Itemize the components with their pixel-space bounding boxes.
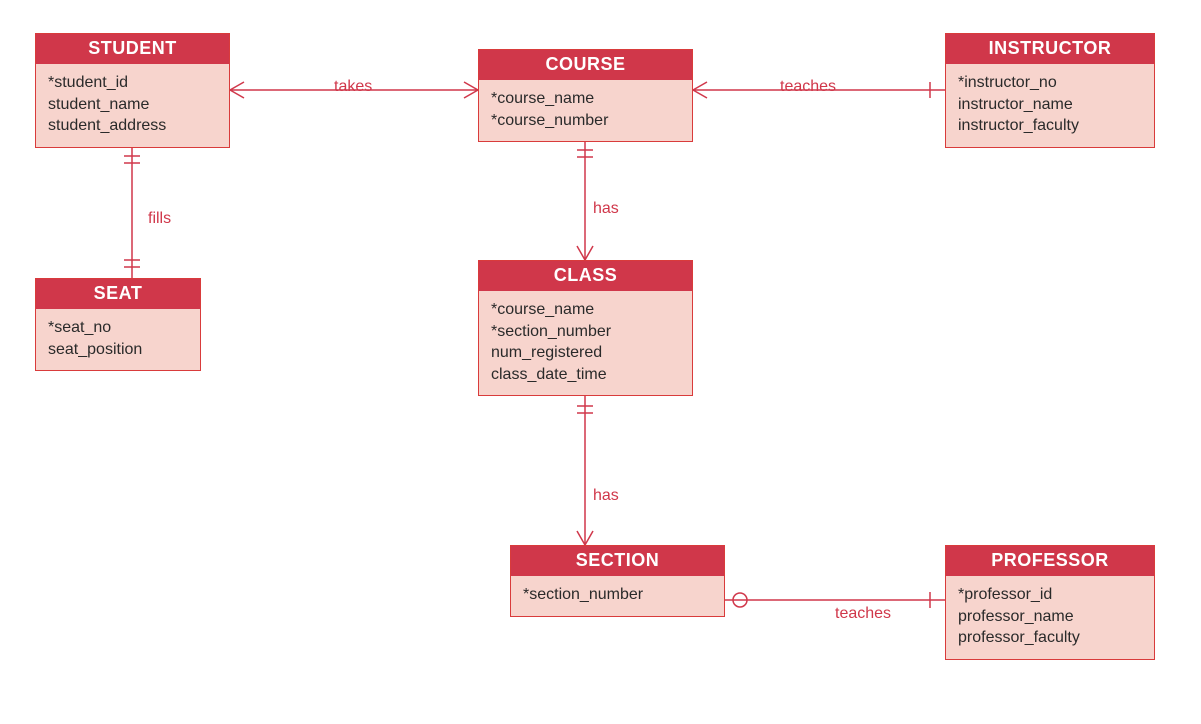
rel-label-takes: takes [334, 78, 372, 96]
attr: instructor_name [958, 94, 1144, 116]
entity-section-attrs: *section_number [511, 576, 724, 616]
attr: *professor_id [958, 584, 1144, 606]
rel-label-has-class-section: has [593, 487, 619, 505]
attr: professor_name [958, 606, 1144, 628]
rel-label-fills: fills [148, 210, 171, 228]
rel-label-teaches-section: teaches [835, 605, 891, 623]
attr: seat_position [48, 339, 190, 361]
entity-class-title: CLASS [479, 261, 692, 291]
entity-instructor-attrs: *instructor_no instructor_name instructo… [946, 64, 1154, 147]
entity-class-attrs: *course_name *section_number num_registe… [479, 291, 692, 395]
entity-student: STUDENT *student_id student_name student… [35, 33, 230, 148]
rel-label-teaches-course: teaches [780, 78, 836, 96]
entity-professor-title: PROFESSOR [946, 546, 1154, 576]
entity-instructor: INSTRUCTOR *instructor_no instructor_nam… [945, 33, 1155, 148]
attr: *course_name [491, 299, 682, 321]
attr: instructor_faculty [958, 115, 1144, 137]
attr: *course_name [491, 88, 682, 110]
attr: *seat_no [48, 317, 190, 339]
attr: *instructor_no [958, 72, 1144, 94]
entity-professor-attrs: *professor_id professor_name professor_f… [946, 576, 1154, 659]
attr: student_address [48, 115, 219, 137]
entity-student-attrs: *student_id student_name student_address [36, 64, 229, 147]
attr: num_registered [491, 342, 682, 364]
entity-section: SECTION *section_number [510, 545, 725, 617]
entity-instructor-title: INSTRUCTOR [946, 34, 1154, 64]
entity-course-attrs: *course_name *course_number [479, 80, 692, 141]
entity-course-title: COURSE [479, 50, 692, 80]
attr: *course_number [491, 110, 682, 132]
attr: *section_number [523, 584, 714, 606]
attr: student_name [48, 94, 219, 116]
attr: *student_id [48, 72, 219, 94]
attr: professor_faculty [958, 627, 1144, 649]
entity-professor: PROFESSOR *professor_id professor_name p… [945, 545, 1155, 660]
attr: *section_number [491, 321, 682, 343]
attr: class_date_time [491, 364, 682, 386]
entity-seat: SEAT *seat_no seat_position [35, 278, 201, 371]
entity-class: CLASS *course_name *section_number num_r… [478, 260, 693, 396]
entity-course: COURSE *course_name *course_number [478, 49, 693, 142]
er-diagram-canvas: STUDENT *student_id student_name student… [0, 0, 1201, 724]
entity-seat-title: SEAT [36, 279, 200, 309]
rel-label-has-course-class: has [593, 200, 619, 218]
entity-student-title: STUDENT [36, 34, 229, 64]
entity-section-title: SECTION [511, 546, 724, 576]
entity-seat-attrs: *seat_no seat_position [36, 309, 200, 370]
